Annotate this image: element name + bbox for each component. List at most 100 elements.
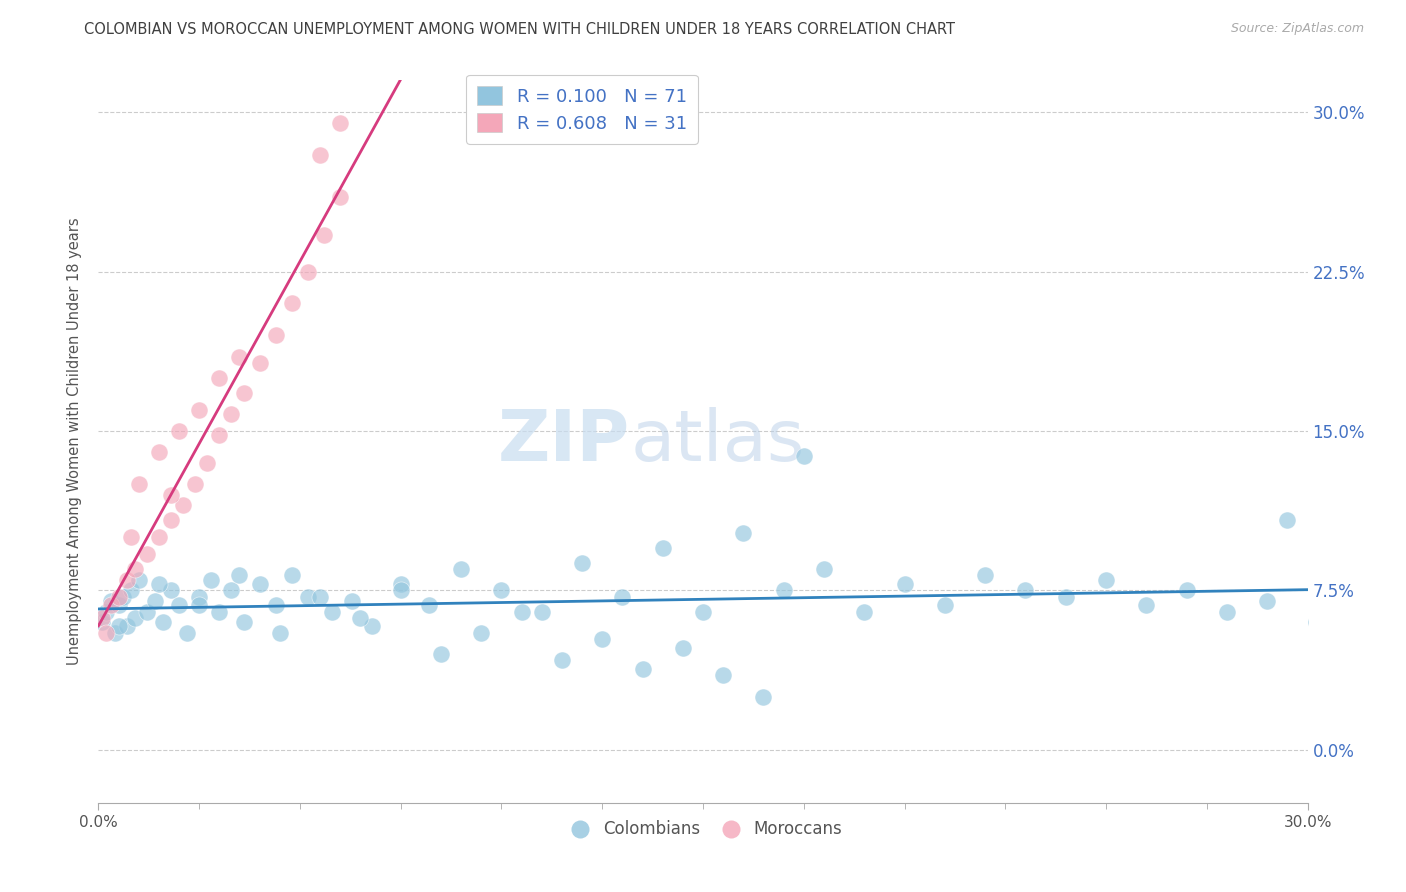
Point xyxy=(195,456,218,470)
Point xyxy=(188,402,211,417)
Point xyxy=(103,625,125,640)
Point xyxy=(591,632,613,647)
Point xyxy=(551,653,574,667)
Point xyxy=(893,577,915,591)
Point xyxy=(115,573,138,587)
Point xyxy=(120,530,142,544)
Point xyxy=(1305,615,1327,630)
Point xyxy=(309,147,332,161)
Point xyxy=(321,605,343,619)
Point xyxy=(128,477,150,491)
Point xyxy=(120,583,142,598)
Point xyxy=(91,615,114,630)
Text: ZIP: ZIP xyxy=(498,407,630,476)
Point xyxy=(813,562,835,576)
Point xyxy=(135,547,157,561)
Point xyxy=(160,583,183,598)
Point xyxy=(124,562,146,576)
Point xyxy=(221,407,243,421)
Point xyxy=(143,594,166,608)
Point xyxy=(1095,573,1118,587)
Point xyxy=(631,662,654,676)
Point xyxy=(115,619,138,633)
Point xyxy=(107,590,129,604)
Point xyxy=(232,385,254,400)
Point xyxy=(470,625,492,640)
Point xyxy=(450,562,472,576)
Legend: Colombians, Moroccans: Colombians, Moroccans xyxy=(557,814,849,845)
Point xyxy=(281,568,304,582)
Point xyxy=(510,605,533,619)
Point xyxy=(107,619,129,633)
Point xyxy=(107,598,129,612)
Point xyxy=(349,611,371,625)
Point xyxy=(793,450,815,464)
Point xyxy=(96,625,118,640)
Point xyxy=(389,583,412,598)
Point xyxy=(160,488,183,502)
Point xyxy=(1014,583,1036,598)
Point xyxy=(152,615,174,630)
Point xyxy=(264,598,287,612)
Point xyxy=(208,605,231,619)
Point xyxy=(208,371,231,385)
Point xyxy=(1054,590,1077,604)
Point xyxy=(853,605,876,619)
Point xyxy=(228,568,250,582)
Point xyxy=(232,615,254,630)
Point xyxy=(124,611,146,625)
Y-axis label: Unemployment Among Women with Children Under 18 years: Unemployment Among Women with Children U… xyxy=(67,218,83,665)
Point xyxy=(314,228,336,243)
Point xyxy=(176,625,198,640)
Text: COLOMBIAN VS MOROCCAN UNEMPLOYMENT AMONG WOMEN WITH CHILDREN UNDER 18 YEARS CORR: COLOMBIAN VS MOROCCAN UNEMPLOYMENT AMONG… xyxy=(84,22,955,37)
Point xyxy=(418,598,440,612)
Point xyxy=(1175,583,1198,598)
Text: atlas: atlas xyxy=(630,407,804,476)
Point xyxy=(1135,598,1157,612)
Point xyxy=(329,190,352,204)
Point xyxy=(135,605,157,619)
Point xyxy=(772,583,794,598)
Point xyxy=(167,598,190,612)
Point xyxy=(1256,594,1278,608)
Point xyxy=(100,598,122,612)
Point xyxy=(430,647,453,661)
Point xyxy=(342,594,364,608)
Point xyxy=(733,525,755,540)
Point xyxy=(651,541,673,555)
Point xyxy=(100,594,122,608)
Point xyxy=(148,445,170,459)
Point xyxy=(612,590,634,604)
Point xyxy=(1216,605,1239,619)
Point xyxy=(264,328,287,343)
Point xyxy=(269,625,291,640)
Point xyxy=(711,668,734,682)
Point xyxy=(297,264,319,278)
Point xyxy=(329,116,352,130)
Point xyxy=(974,568,997,582)
Point xyxy=(361,619,384,633)
Point xyxy=(160,513,183,527)
Point xyxy=(281,296,304,310)
Point xyxy=(148,530,170,544)
Point xyxy=(491,583,513,598)
Text: Source: ZipAtlas.com: Source: ZipAtlas.com xyxy=(1230,22,1364,36)
Point xyxy=(172,498,194,512)
Point xyxy=(752,690,775,704)
Point xyxy=(188,590,211,604)
Point xyxy=(148,577,170,591)
Point xyxy=(167,424,190,438)
Point xyxy=(128,573,150,587)
Point xyxy=(249,577,271,591)
Point xyxy=(692,605,714,619)
Point xyxy=(200,573,222,587)
Point xyxy=(1277,513,1299,527)
Point xyxy=(208,428,231,442)
Point xyxy=(184,477,207,491)
Point xyxy=(389,577,412,591)
Point xyxy=(188,598,211,612)
Point xyxy=(571,556,593,570)
Point xyxy=(249,356,271,370)
Point xyxy=(297,590,319,604)
Point xyxy=(672,640,695,655)
